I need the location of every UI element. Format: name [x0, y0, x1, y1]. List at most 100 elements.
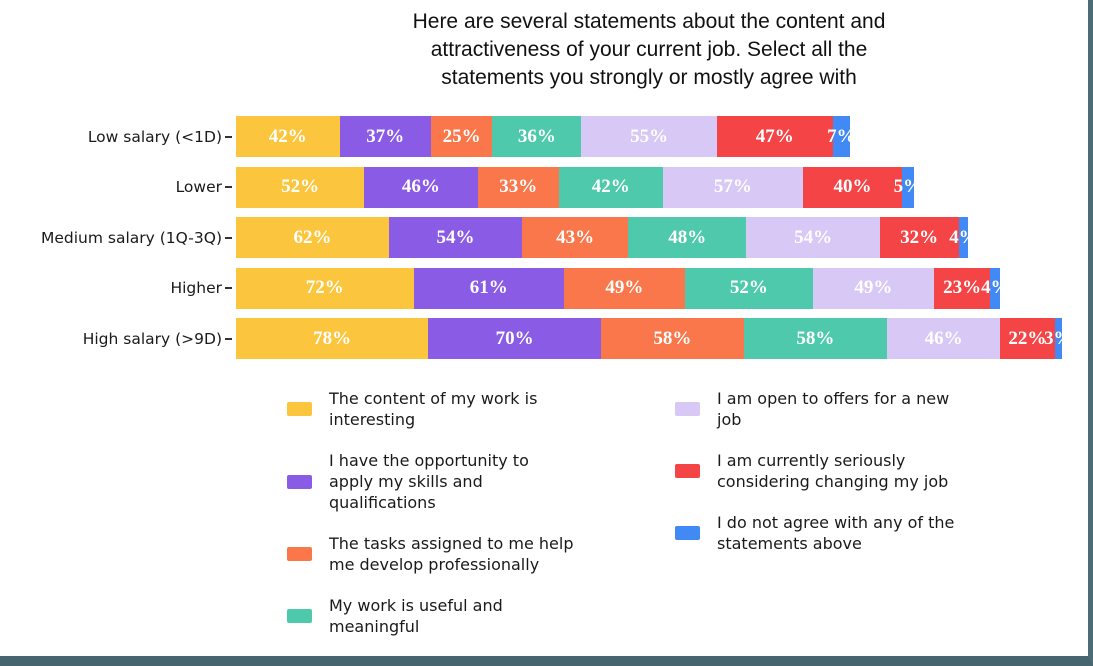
bar-segment: 57%: [662, 166, 804, 208]
legend-swatch: [287, 547, 312, 561]
bar-value-label: 4%: [949, 226, 978, 248]
legend-column: I am open to offers for a new job I am cu…: [675, 388, 954, 574]
bar-value-label: 70%: [495, 327, 534, 349]
bar-segment: 58%: [743, 318, 887, 359]
bar-segment: 49%: [563, 267, 685, 309]
legend-item: The content of my work is interesting: [287, 388, 574, 430]
bar-segment: 61%: [413, 267, 564, 309]
legend-swatch: [287, 609, 312, 623]
bar-segment: 42%: [236, 116, 340, 157]
bar-value-label: 43%: [556, 226, 595, 248]
bar-segment: 78%: [236, 318, 429, 359]
bar-value-label: 55%: [630, 125, 669, 147]
bar-value-label: 48%: [668, 226, 707, 248]
bar-segment: 4%: [981, 267, 1010, 309]
chart-title-line: attractiveness of your current job. Sele…: [430, 38, 868, 61]
legend-label: I have the opportunity to apply my skill…: [329, 451, 529, 512]
bar-segment: 37%: [339, 116, 431, 157]
bar-value-label: 33%: [499, 176, 538, 197]
bar-row: 52% 46% 33% 42% 57% 40% 5%: [236, 166, 922, 208]
bar-value-label: 62%: [293, 226, 332, 248]
bar-segment: 23%: [933, 267, 991, 309]
y-axis-label: Lower: [175, 178, 222, 196]
bar-segment: 49%: [812, 267, 934, 309]
bar-row: 42% 37% 25% 36% 55% 47% 7%: [236, 116, 856, 157]
bar-segment: 52%: [684, 267, 813, 309]
bar-value-label: 3%: [1044, 327, 1073, 349]
bar-value-label: 78%: [313, 327, 352, 349]
bar-value-label: 49%: [854, 277, 893, 298]
bar-value-label: 58%: [653, 327, 692, 349]
legend-swatch: [675, 526, 700, 540]
bar-value-label: 4%: [981, 277, 1010, 298]
bar-value-label: 40%: [833, 176, 872, 197]
legend-swatch: [287, 474, 312, 489]
bar-value-label: 5%: [893, 176, 923, 197]
y-axis-tick: [225, 135, 232, 138]
bar-value-label: 32%: [900, 226, 939, 248]
bar-value-label: 7%: [827, 125, 856, 147]
legend-item: I am currently seriously considering cha…: [675, 450, 954, 492]
bar-value-label: 23%: [943, 277, 982, 298]
bar-segment: 36%: [492, 116, 582, 157]
bar-segment: 7%: [827, 116, 856, 157]
bar-segment: 25%: [430, 116, 493, 157]
legend-label: I am open to offers for a new job: [717, 389, 950, 429]
bar-segment: 54%: [746, 217, 880, 258]
bar-row: 62% 54% 43% 48% 54% 32% 4%: [236, 217, 978, 258]
bar-segment: 33%: [477, 166, 559, 208]
legend-item: The tasks assigned to me help me develop…: [287, 533, 574, 575]
bar-segment: 3%: [1044, 318, 1073, 359]
bar-segment: 48%: [628, 217, 747, 258]
bar-segment: 47%: [716, 116, 833, 157]
bar-value-label: 49%: [605, 277, 644, 298]
y-axis-tick: [225, 186, 232, 188]
bar-value-label: 25%: [442, 125, 481, 147]
legend-item: I have the opportunity to apply my skill…: [287, 450, 574, 513]
bar-value-label: 54%: [794, 226, 833, 248]
bar-value-label: 37%: [366, 125, 405, 147]
y-axis-label: High salary (>9D): [82, 329, 222, 348]
bar-row: 78% 70% 58% 58% 46% 22% 3%: [236, 318, 1073, 359]
y-axis-tick: [225, 287, 232, 289]
bar-row: 72% 61% 49% 52% 49% 23% 4%: [236, 267, 1010, 309]
bar-segment: 62%: [236, 217, 389, 258]
bar-segment: 54%: [388, 217, 523, 258]
legend-label: I do not agree with any of the statement…: [717, 513, 955, 553]
bar-segment: 4%: [949, 217, 978, 258]
legend-label: My work is useful and meaningful: [329, 596, 503, 636]
bar-value-label: 42%: [591, 176, 630, 197]
legend-swatch: [675, 402, 700, 416]
bar-segment: 40%: [803, 166, 902, 208]
bar-segment: 22%: [1000, 318, 1055, 359]
bar-value-label: 58%: [796, 327, 835, 349]
legend-swatch: [675, 464, 700, 478]
bar-value-label: 46%: [924, 327, 963, 349]
legend-item: I am open to offers for a new job: [675, 388, 954, 430]
legend-swatch: [287, 402, 312, 416]
y-axis-label: Medium salary (1Q-3Q): [41, 228, 222, 247]
bar-value-label: 46%: [401, 176, 440, 197]
bar-segment: 55%: [581, 116, 717, 157]
legend-label: The tasks assigned to me help me develop…: [329, 534, 574, 574]
bar-segment: 52%: [236, 166, 365, 208]
bar-value-label: 22%: [1008, 327, 1047, 349]
bar-value-label: 54%: [436, 226, 475, 248]
chart-title-line: statements you strongly or mostly agree …: [441, 66, 857, 89]
legend-label: The content of my work is interesting: [329, 389, 538, 429]
bar-segment: 72%: [236, 267, 414, 309]
y-axis-label: Low salary (<1D): [87, 127, 222, 146]
bar-segment: 58%: [600, 318, 744, 359]
bar-value-label: 52%: [729, 277, 768, 298]
y-axis-tick: [225, 236, 232, 239]
chart-title-line: Here are several statements about the co…: [412, 10, 886, 33]
legend-item: My work is useful and meaningful: [287, 595, 574, 637]
bar-value-label: 47%: [755, 125, 794, 147]
bar-value-label: 61%: [469, 277, 508, 298]
legend-label: I am currently seriously considering cha…: [717, 451, 949, 491]
bar-segment: 32%: [879, 217, 959, 258]
bar-value-label: 72%: [305, 277, 344, 298]
bar-segment: 46%: [364, 166, 478, 208]
bar-segment: 43%: [522, 217, 629, 258]
